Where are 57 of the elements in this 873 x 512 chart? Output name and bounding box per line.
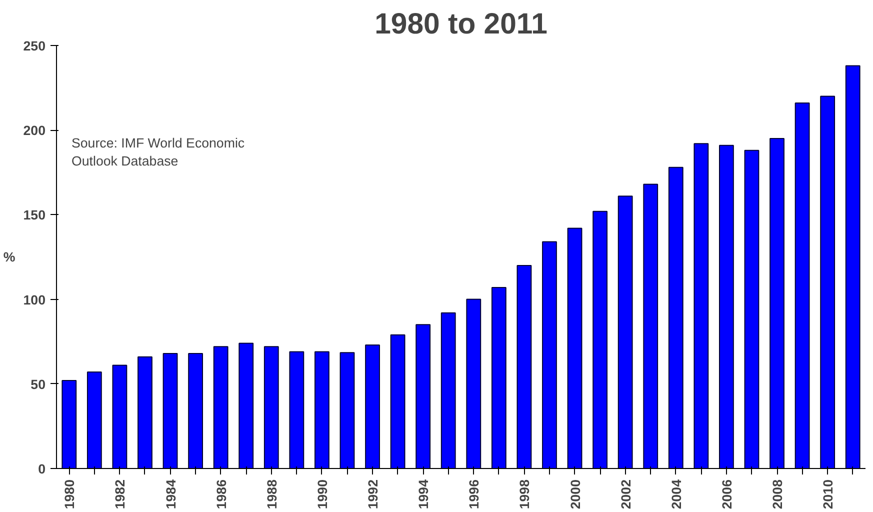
bar [416, 324, 431, 468]
bar [845, 65, 860, 468]
x-tick-label: 1994 [416, 478, 432, 510]
bar [592, 210, 608, 468]
bar [86, 372, 102, 468]
bar [668, 166, 684, 468]
x-tick-label: 2008 [770, 479, 786, 510]
bar [340, 352, 355, 468]
x-tick-label: 2000 [568, 479, 583, 510]
x-tick-label: 1984 [163, 478, 178, 510]
bar [516, 264, 532, 468]
x-tick-label: 2004 [668, 478, 684, 510]
bar [719, 144, 734, 468]
bar [188, 352, 203, 468]
bar [365, 344, 380, 468]
bar [542, 241, 557, 468]
bar [567, 228, 582, 468]
bar [794, 102, 810, 468]
bar [643, 184, 658, 468]
bar [390, 334, 406, 468]
x-tick-label: 2010 [820, 479, 836, 510]
y-tick-label: 100 [23, 292, 46, 308]
bar [618, 196, 633, 468]
x-tick-label: 1986 [214, 479, 229, 510]
bar [744, 150, 760, 468]
bar [440, 312, 456, 468]
bar [162, 352, 178, 468]
y-tick-label: 50 [30, 376, 46, 392]
bar [694, 143, 709, 468]
y-tick-label: 0 [38, 462, 46, 476]
x-tick-label: 1988 [264, 479, 280, 510]
bar [238, 342, 254, 468]
y-axis-title: % [3, 250, 16, 264]
x-tick-label: 1990 [314, 479, 330, 510]
bar [820, 96, 836, 468]
bar [112, 364, 128, 468]
bar [213, 346, 228, 468]
bar [62, 380, 77, 468]
x-tick-label: 1992 [366, 479, 381, 510]
bar [138, 356, 152, 468]
x-tick-label: 1998 [517, 479, 532, 510]
y-tick-label: 150 [23, 208, 46, 223]
bar [264, 346, 279, 468]
bar [314, 351, 330, 468]
x-tick-label: 1982 [112, 479, 128, 510]
bar [770, 138, 784, 468]
annotation: Source: IMF World Economic Outlook Database [72, 136, 245, 168]
x-tick-label: 2002 [618, 479, 634, 510]
y-tick-label: 250 [23, 38, 46, 54]
chart-title: 1980 to 2011 [374, 8, 548, 40]
bar [466, 298, 482, 468]
x-tick-label: 1980 [62, 479, 78, 510]
bar [289, 351, 304, 468]
bar [491, 286, 506, 468]
y-tick-label: 200 [23, 123, 46, 138]
x-tick-label: 2006 [719, 479, 734, 510]
x-tick-label: 1996 [466, 479, 482, 510]
